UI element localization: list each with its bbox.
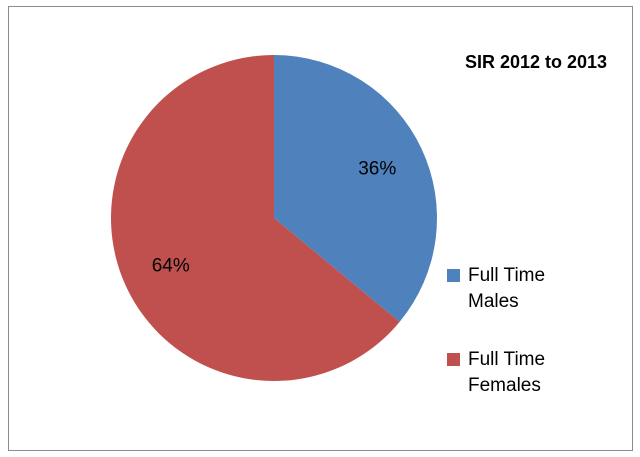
pie-slice xyxy=(274,55,437,322)
legend-swatch xyxy=(447,269,460,282)
legend-label: Full Time Females xyxy=(468,349,546,396)
data-label: 64% xyxy=(152,256,190,277)
legend-swatch xyxy=(447,353,460,366)
chart-title: SIR 2012 to 2013 xyxy=(465,52,607,72)
data-label: 36% xyxy=(358,158,396,179)
pie-slice xyxy=(110,55,400,382)
legend-label: Full Time Males xyxy=(468,265,546,312)
